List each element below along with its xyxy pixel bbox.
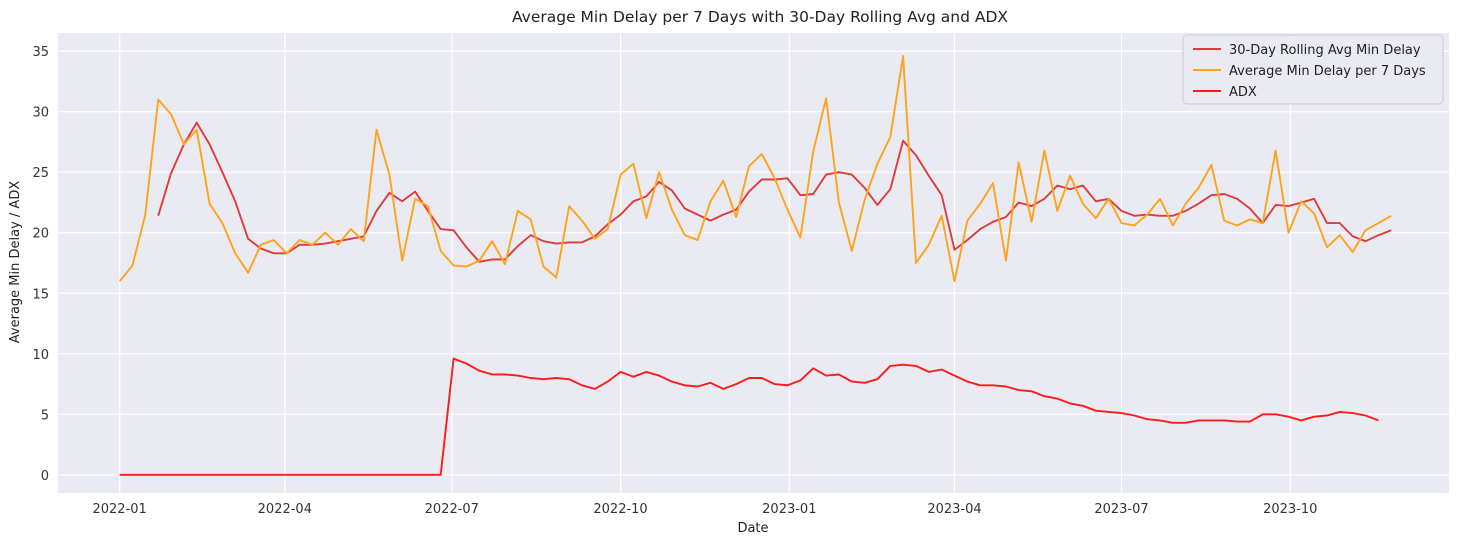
y-tick-label: 20 bbox=[32, 227, 49, 242]
x-tick-label: 2022-07 bbox=[425, 502, 479, 517]
x-tick-label: 2023-01 bbox=[762, 502, 816, 517]
y-tick-label: 10 bbox=[32, 348, 49, 363]
x-tick-label: 2022-04 bbox=[258, 502, 312, 517]
y-axis-title: Average Min Delay / ADX bbox=[8, 181, 23, 344]
series-line-3 bbox=[119, 357, 1379, 476]
legend-box bbox=[1182, 34, 1444, 105]
x-tick-label: 2023-04 bbox=[927, 502, 981, 517]
axis-tick-labels: 0 5 10 15 20 25 30 35 2022-01 2022-04 2022-07 2022-… bbox=[32, 45, 1317, 517]
y-tick-label: 5 bbox=[41, 408, 49, 423]
x-tick-label: 2023-10 bbox=[1263, 502, 1317, 517]
legend-label-3: ADX bbox=[1229, 85, 1257, 100]
x-tick-label: 2023-07 bbox=[1094, 502, 1148, 517]
legend-label-1: 30-Day Rolling Avg Min Delay bbox=[1229, 43, 1421, 58]
plot-area bbox=[58, 33, 1449, 493]
y-tick-label: 25 bbox=[32, 166, 49, 181]
legend-label-2: Average Min Delay per 7 Days bbox=[1229, 64, 1426, 79]
x-axis-title: Date bbox=[737, 521, 768, 536]
x-tick-label: 2022-01 bbox=[92, 502, 146, 517]
chart-title: Average Min Delay per 7 Days with 30-Day… bbox=[512, 8, 1008, 26]
series-line-2 bbox=[118, 55, 1392, 283]
legend: 30-Day Rolling Avg Min Delay Average Min … bbox=[1182, 34, 1444, 105]
series-lines bbox=[118, 55, 1392, 476]
x-tick-label: 2022-10 bbox=[593, 502, 647, 517]
y-tick-label: 30 bbox=[32, 106, 49, 121]
y-tick-label: 0 bbox=[41, 469, 49, 484]
y-tick-label: 35 bbox=[32, 45, 49, 60]
y-tick-label: 15 bbox=[32, 287, 49, 302]
